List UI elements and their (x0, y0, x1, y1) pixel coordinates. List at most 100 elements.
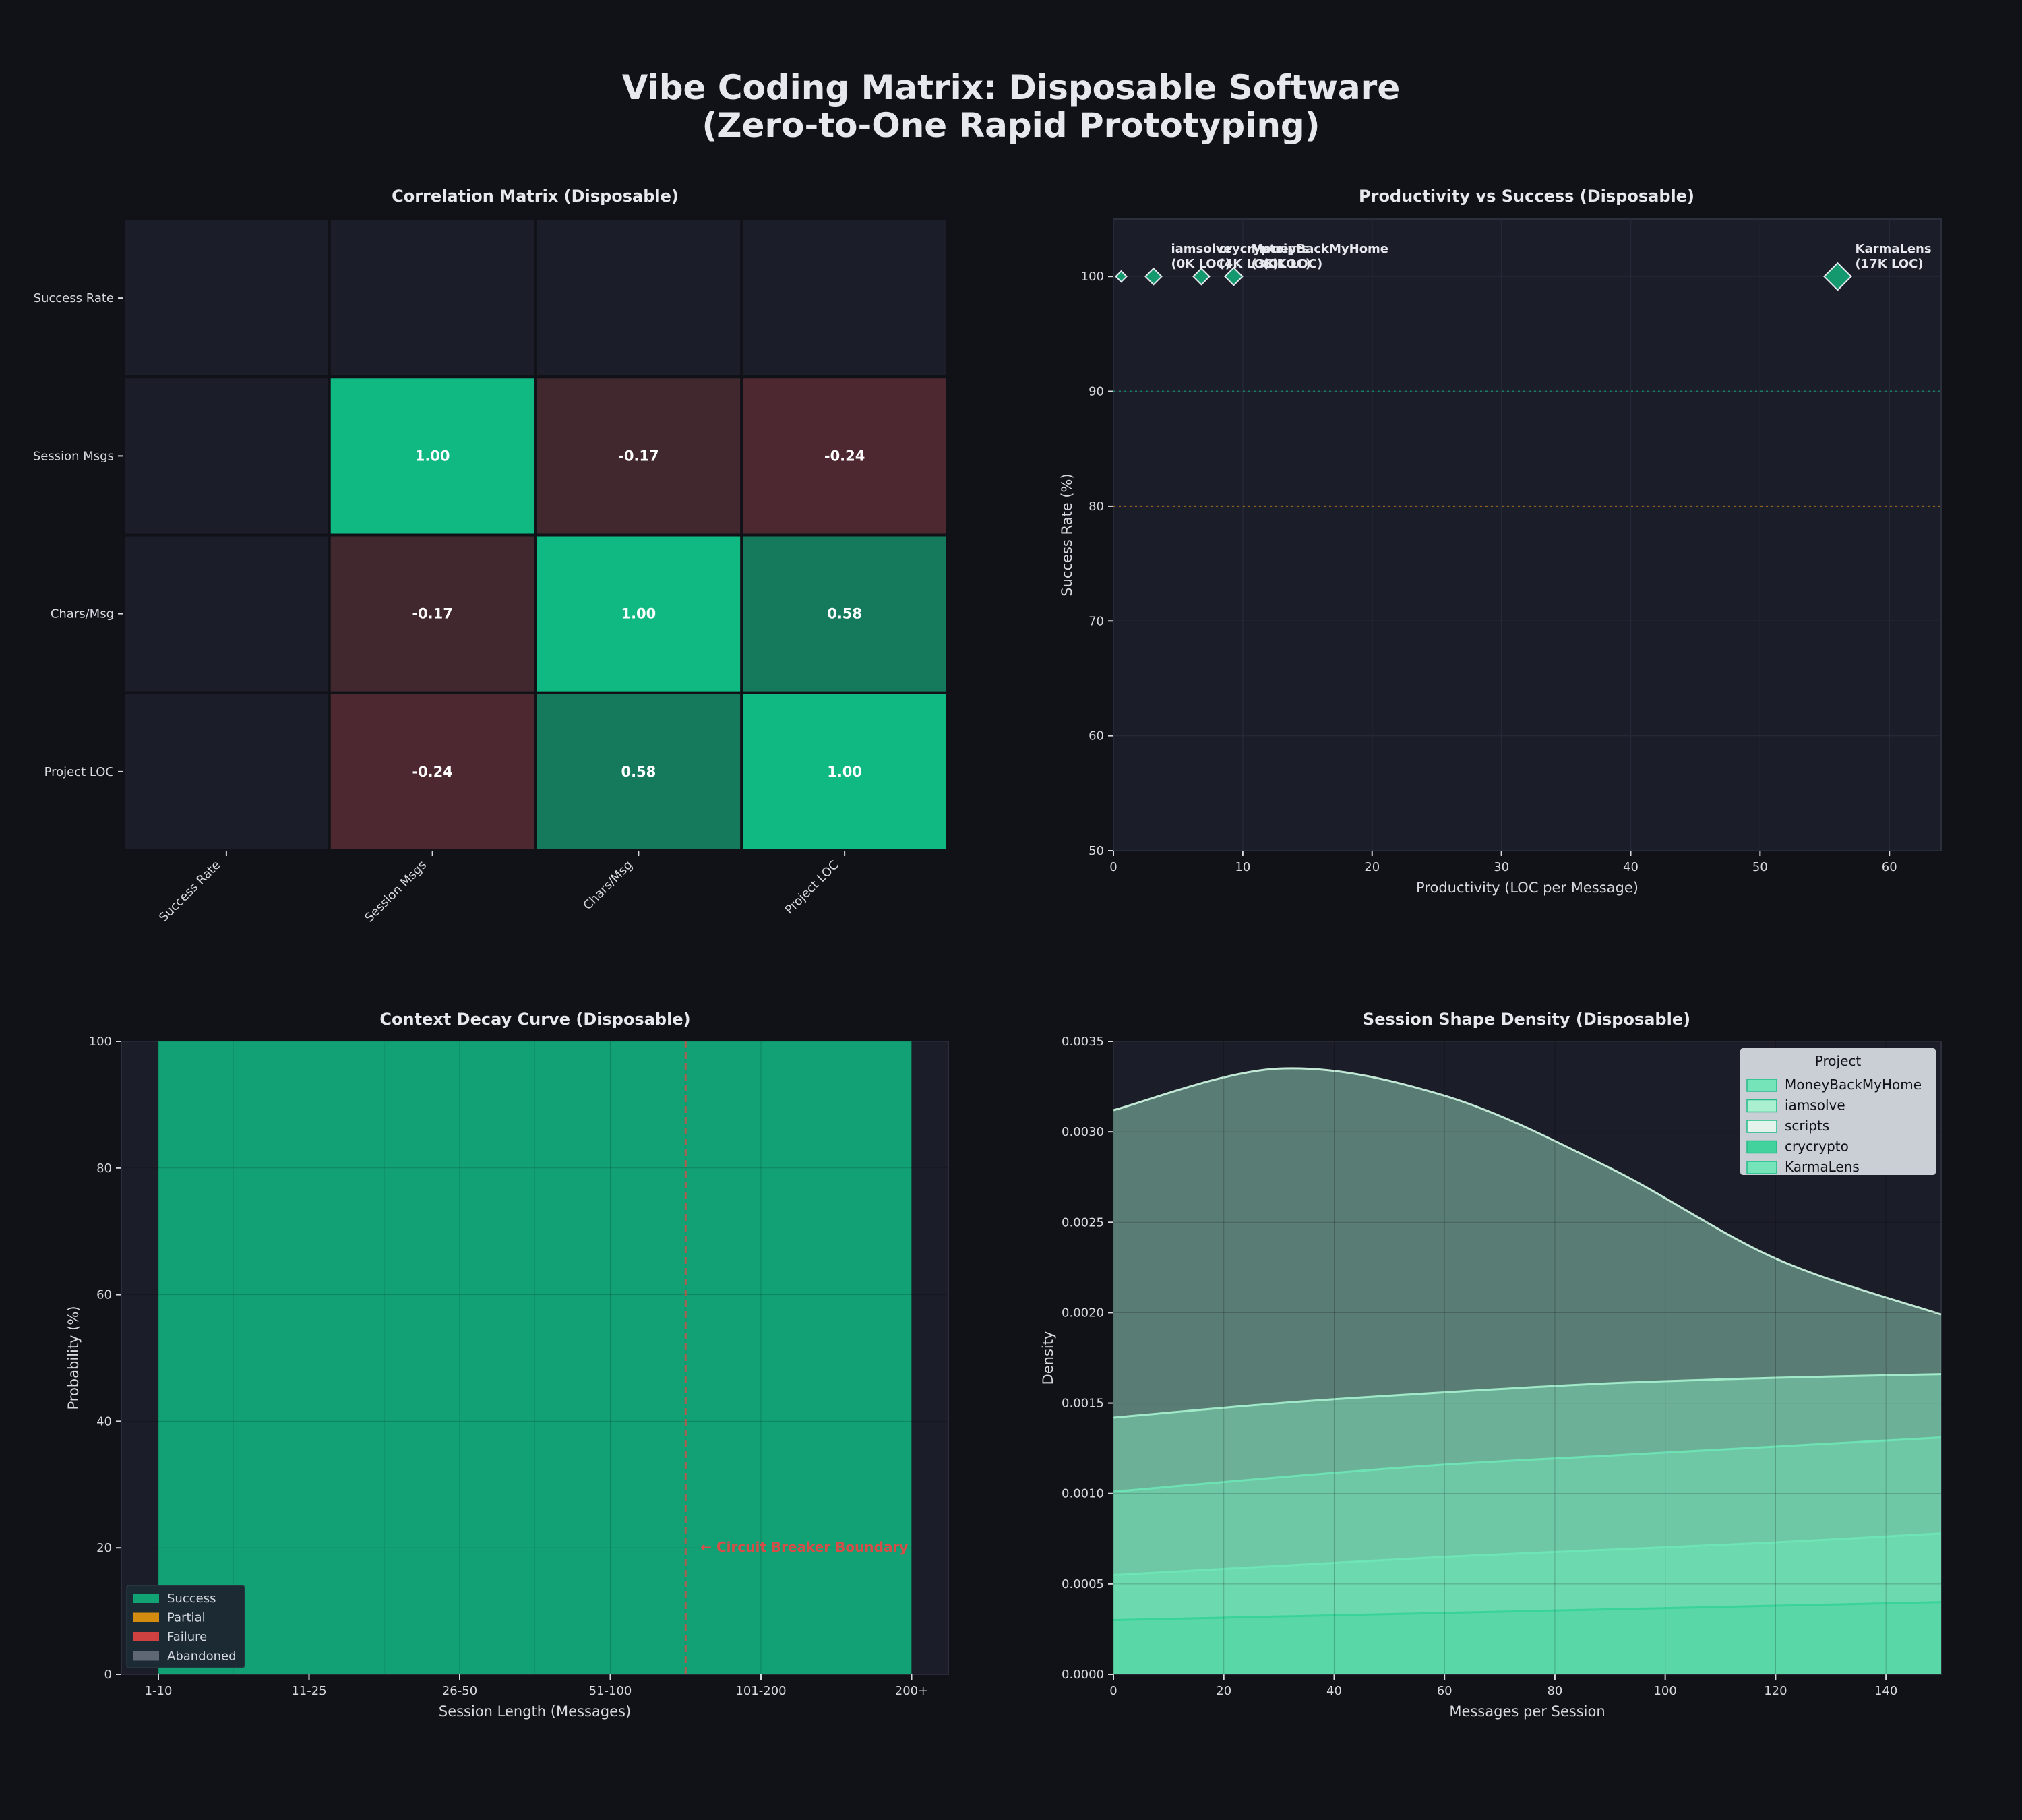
heatmap-cell (328, 375, 537, 537)
density-legend-swatch (1746, 1161, 1777, 1174)
density-x-tick-label: 20 (1216, 1684, 1231, 1698)
density-title: Session Shape Density (Disposable) (1363, 1010, 1690, 1029)
density-y-axis-label: Density (1040, 1331, 1056, 1385)
density-y-tick-label: 0.0020 (1062, 1306, 1104, 1320)
heatmap-cell (534, 218, 743, 379)
density-legend-title: Project (1815, 1053, 1862, 1069)
decay-legend-label: Failure (167, 1630, 207, 1644)
scatter-point (1192, 267, 1211, 286)
heatmap-cell-label: -0.17 (412, 606, 453, 622)
scatter-x-tick-label: 20 (1364, 860, 1380, 874)
scatter-y-axis-label: Success Rate (%) (1059, 473, 1075, 596)
heatmap-row-label: Success Rate (34, 291, 114, 305)
scatter-y-tick-label: 50 (1089, 844, 1104, 858)
scatter-point-label: KarmaLens (1856, 242, 1932, 256)
density-x-tick-label: 40 (1326, 1684, 1342, 1698)
decay-bar-segment (233, 1041, 385, 1674)
density-legend-label: MoneyBackMyHome (1785, 1076, 1922, 1093)
density-legend-swatch (1746, 1120, 1777, 1133)
density-legend-label: crycrypto (1785, 1139, 1849, 1155)
decay-y-axis-label: Probability (%) (65, 1306, 82, 1409)
decay-legend-swatch (133, 1594, 159, 1603)
decay-x-tick-label: 1-10 (145, 1684, 173, 1698)
scatter-point-label: scripts (1263, 242, 1310, 256)
heatmap-cell (534, 691, 743, 852)
density-x-tick-label: 120 (1764, 1684, 1787, 1698)
heatmap-cell (122, 375, 331, 537)
heatmap-cell (328, 218, 537, 379)
scatter-plot-area (1113, 218, 1942, 851)
density-line (1113, 1373, 1942, 1419)
heatmap-cell (740, 533, 949, 694)
decay-y-tick-label: 40 (96, 1414, 112, 1428)
density-area (1113, 1602, 1941, 1674)
heatmap-cell (122, 218, 331, 379)
scatter-x-tick-label: 50 (1752, 860, 1768, 874)
scatter-point-label: iamsolve (1171, 242, 1231, 256)
heatmap-cell (122, 533, 331, 694)
scatter-point (1224, 266, 1244, 286)
decay-legend-label: Success (167, 1591, 216, 1606)
decay-bar-segment (158, 1041, 234, 1674)
scatter-point-label: MoneyBackMyHome (1251, 242, 1388, 256)
density-legend-label: scripts (1785, 1118, 1829, 1134)
density-y-tick-label: 0.0000 (1062, 1668, 1104, 1682)
scatter-point (1144, 267, 1163, 286)
heatmap-cell-label: 1.00 (415, 448, 450, 464)
heatmap-col-label: Project LOC (783, 858, 842, 917)
decay-legend-label: Abandoned (167, 1649, 237, 1664)
density-legend-swatch (1746, 1140, 1777, 1154)
density-legend-box (1740, 1048, 1936, 1175)
heatmap-cell-label: 1.00 (827, 764, 862, 780)
scatter-x-tick-label: 0 (1109, 860, 1117, 874)
heatmap-row-label: Session Msgs (33, 449, 114, 463)
density-y-tick-label: 0.0005 (1062, 1577, 1104, 1591)
scatter-point-label: crycrypto (1219, 242, 1283, 256)
density-legend-label: KarmaLens (1785, 1159, 1860, 1175)
decay-title: Context Decay Curve (Disposable) (379, 1010, 690, 1029)
decay-y-tick-label: 20 (96, 1541, 112, 1555)
density-line (1113, 1067, 1942, 1316)
heatmap-cell-label: -0.24 (412, 764, 453, 780)
density-legend-swatch (1746, 1079, 1777, 1092)
decay-x-tick-label: 51-100 (589, 1684, 632, 1698)
scatter-x-axis-label: Productivity (LOC per Message) (1416, 880, 1638, 896)
heatmap-row-label: Project LOC (44, 765, 114, 779)
scatter-point-label-loc: (3K LOC) (1251, 257, 1311, 271)
heatmap-cell (534, 375, 743, 537)
scatter-y-tick-label: 60 (1089, 729, 1104, 744)
density-line (1113, 1436, 1942, 1493)
heatmap-col-label: Success Rate (156, 858, 223, 925)
decay-bar-segment (534, 1041, 686, 1674)
scatter-y-tick-label: 100 (1081, 270, 1104, 284)
scatter-title: Productivity vs Success (Disposable) (1359, 187, 1694, 206)
scatter-point-label-loc: (0K LOC) (1171, 257, 1231, 271)
heatmap-cell (740, 218, 949, 379)
decay-y-tick-label: 60 (96, 1288, 112, 1302)
density-x-tick-label: 80 (1547, 1684, 1562, 1698)
figure-title-line2: (Zero-to-One Rapid Prototyping) (702, 106, 1320, 145)
heatmap-row-label: Chars/Msg (51, 607, 114, 621)
decay-legend-swatch (133, 1612, 159, 1622)
density-area (1113, 1068, 1941, 1674)
scatter-point (1823, 262, 1852, 291)
density-legend-swatch (1746, 1099, 1777, 1113)
scatter-point-label-loc: (17K LOC) (1856, 257, 1924, 271)
heatmap-cell (740, 375, 949, 537)
decay-x-tick-label: 26-50 (442, 1684, 477, 1698)
correlation-heatmap: 1.00 -0.17 -0.24 -0.17 1.00 0.58 -0.24 0.58 1.00… (33, 218, 949, 925)
density-line (1113, 1532, 1942, 1576)
density-y-tick-label: 0.0010 (1062, 1487, 1104, 1501)
circuit-breaker-label: ← Circuit Breaker Boundary (700, 1539, 908, 1555)
density-x-tick-label: 100 (1653, 1684, 1676, 1698)
density-y-tick-label: 0.0035 (1062, 1035, 1104, 1049)
scatter-y-tick-label: 90 (1089, 385, 1104, 399)
decay-y-tick-label: 80 (96, 1161, 112, 1176)
density-y-tick-label: 0.0030 (1062, 1125, 1104, 1139)
heatmap-cell-label: 1.00 (621, 606, 656, 622)
heatmap-cell (122, 691, 331, 852)
scatter-x-tick-label: 30 (1494, 860, 1509, 874)
density-x-axis-label: Messages per Session (1449, 1703, 1605, 1720)
scatter-y-tick-label: 70 (1089, 614, 1104, 628)
